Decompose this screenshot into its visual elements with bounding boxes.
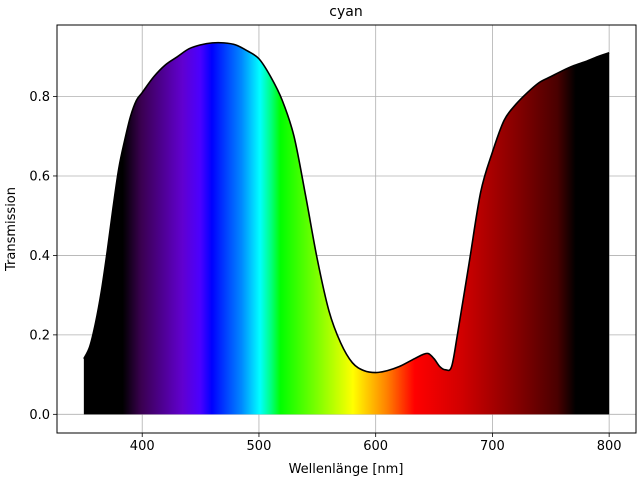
x-tick-label: 700 xyxy=(480,439,505,454)
x-axis-label: Wellenlänge [nm] xyxy=(289,462,404,477)
y-tick-label: 0.8 xyxy=(29,90,50,105)
y-tick-label: 0.2 xyxy=(29,328,50,343)
x-tick-label: 600 xyxy=(363,439,388,454)
plot-frame xyxy=(56,24,637,434)
x-tick-label: 500 xyxy=(247,439,272,454)
y-tick-label: 0.0 xyxy=(29,408,50,423)
spectrum-area xyxy=(83,42,610,415)
transmission-curve xyxy=(83,41,610,374)
x-tick-label: 400 xyxy=(130,439,155,454)
y-axis-label: Transmission xyxy=(4,187,19,272)
x-tick-label: 800 xyxy=(597,439,622,454)
chart-title: cyan xyxy=(329,4,362,20)
y-tick-label: 0.6 xyxy=(29,169,50,184)
axis-ticks: 400 500 600 700 800 0.0 0.2 0.4 0.6 0.8 xyxy=(29,90,621,454)
y-tick-label: 0.4 xyxy=(29,249,50,264)
